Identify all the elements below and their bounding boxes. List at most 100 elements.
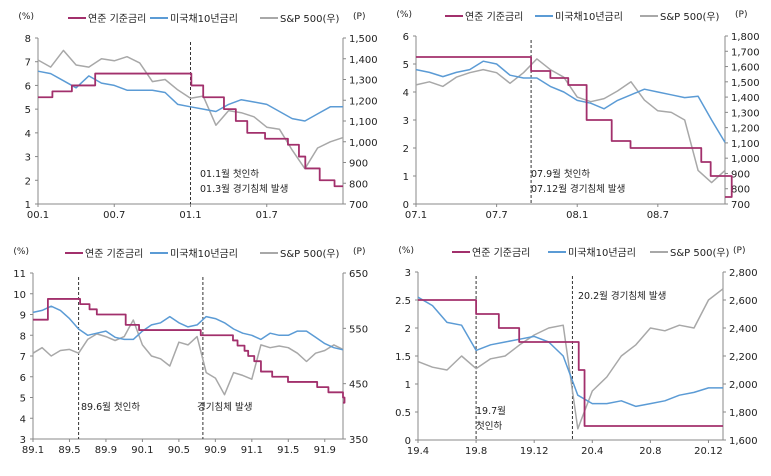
right-tick-label: 1,400 <box>349 55 378 66</box>
right-tick-label: 2,800 <box>729 268 758 279</box>
annotation-text: 20.2월 경기침체 발생 <box>578 290 666 302</box>
left-tick-label: 4 <box>20 414 26 425</box>
legend-label: S&P 500(우) <box>280 248 340 260</box>
treasury-10y-line <box>37 70 343 122</box>
x-tick-label: 91.1 <box>241 445 263 456</box>
x-tick-label: 07.1 <box>405 210 427 221</box>
legend-label: S&P 500(우) <box>660 11 720 23</box>
annotation-text: 07.9월 첫인하 <box>531 168 590 180</box>
x-tick-label: 20.12 <box>694 446 723 457</box>
left-tick-label: 4 <box>25 129 31 140</box>
x-tick-label: 00.1 <box>27 210 49 221</box>
right-tick-label: 2,200 <box>729 352 758 363</box>
chart-1: (%) (P) 1 2 3 4 5 6 7 8 700 800 900 1,000 1,100 1,200 1,… <box>18 12 377 221</box>
right-tick-label: 1,300 <box>731 108 760 119</box>
left-tick-label: 1 <box>403 172 409 183</box>
legend-label: S&P 500(우) <box>280 13 340 25</box>
x-tick-label: 20.8 <box>639 446 661 457</box>
x-tick-label: 01.1 <box>179 210 201 221</box>
left-tick-label: 11 <box>13 269 26 280</box>
right-axis-unit: (P) <box>353 247 365 257</box>
left-tick-label: 1 <box>25 200 31 211</box>
legend-label: 미국채10년금리 <box>555 11 623 23</box>
legend-label: 미국채10년금리 <box>170 13 238 25</box>
annotation-text: 07.12월 경기침체 발생 <box>531 183 625 195</box>
x-tick-label: 08.1 <box>566 210 588 221</box>
legend-label: 연준 기준금리 <box>85 248 143 260</box>
annotation-text: 89.6월 첫인하 <box>81 401 140 413</box>
x-tick-label: 20.4 <box>581 446 603 457</box>
legend-label: 연준 기준금리 <box>88 13 146 25</box>
left-tick-label: 2 <box>405 324 411 335</box>
right-tick-label: 700 <box>349 200 368 211</box>
legend-label: S&P 500(우) <box>670 247 730 259</box>
sp500-line <box>415 58 726 184</box>
fed-rate-line <box>418 299 723 427</box>
fed-rate-line <box>33 298 346 404</box>
annotation-text: 01.1월 첫인하 <box>200 168 259 180</box>
left-tick-label: 6 <box>20 373 26 384</box>
right-tick-label: 2,600 <box>729 296 758 307</box>
left-tick-label: 7 <box>25 58 31 69</box>
left-tick-label: 1 <box>405 380 411 391</box>
right-tick-label: 800 <box>731 185 750 196</box>
x-tick-label: 89.1 <box>22 445 44 456</box>
x-tick-label: 08.7 <box>647 210 669 221</box>
right-tick-label: 900 <box>731 169 750 180</box>
chart-2: (%) (P) 0 1 2 3 4 5 6 700 800 900 1,000 1,100 1,200 1,3… <box>396 10 759 221</box>
right-tick-label: 1,200 <box>349 96 378 107</box>
right-tick-label: 1,400 <box>731 93 760 104</box>
left-axis-unit: (%) <box>18 12 34 22</box>
left-tick-label: 2.5 <box>395 296 411 307</box>
treasury-10y-line <box>417 296 723 408</box>
right-tick-label: 1,300 <box>349 76 378 87</box>
legend-label: 연준 기준금리 <box>465 11 523 23</box>
left-tick-label: 0.5 <box>395 408 411 419</box>
x-tick-label: 07.7 <box>485 210 507 221</box>
treasury-10y-line <box>415 60 726 143</box>
left-tick-label: 0 <box>403 200 409 211</box>
left-tick-label: 5 <box>20 394 26 405</box>
right-axis-unit: (P) <box>353 12 365 22</box>
chart-4: (%) (P) 0 0.5 1 1.5 2 2.5 3 1,600 1,800 2,000 2,200 2… <box>395 246 758 457</box>
annotation-text: 첫인하 <box>476 420 502 432</box>
left-tick-label: 6 <box>25 81 31 92</box>
right-axis-unit: (P) <box>733 246 745 256</box>
x-tick-label: 89.5 <box>58 445 80 456</box>
x-tick-label: 19.4 <box>407 446 429 457</box>
right-tick-label: 450 <box>349 380 368 391</box>
x-tick-label: 19.8 <box>465 446 487 457</box>
left-tick-label: 8 <box>25 34 31 45</box>
right-tick-label: 1,200 <box>731 124 760 135</box>
right-tick-label: 1,000 <box>731 154 760 165</box>
left-tick-label: 9 <box>20 311 26 322</box>
right-tick-label: 1,700 <box>731 47 760 58</box>
sp500-line <box>37 49 344 170</box>
x-tick-label: 01.7 <box>256 210 278 221</box>
left-tick-label: 1.5 <box>395 352 411 363</box>
right-tick-label: 650 <box>349 269 368 280</box>
x-tick-label: 91.5 <box>277 445 299 456</box>
annotation-text: 19.7월 <box>476 405 506 417</box>
left-tick-label: 2 <box>403 144 409 155</box>
right-tick-label: 1,800 <box>731 32 760 43</box>
x-tick-label: 90.5 <box>168 445 190 456</box>
x-tick-label: 91.9 <box>314 445 336 456</box>
left-axis-unit: (%) <box>398 246 414 256</box>
legend-label: 미국채10년금리 <box>170 248 238 260</box>
x-tick-label: 89.9 <box>95 445 117 456</box>
left-tick-label: 2 <box>25 176 31 187</box>
annotation-text: 01.3월 경기침체 발생 <box>200 183 288 195</box>
sp500-line <box>417 288 724 430</box>
left-tick-label: 3 <box>20 435 26 446</box>
left-tick-label: 5 <box>25 105 31 116</box>
x-tick-label: 90.1 <box>131 445 153 456</box>
right-tick-label: 1,500 <box>731 78 760 89</box>
left-axis-unit: (%) <box>396 10 412 20</box>
treasury-10y-line <box>32 305 344 351</box>
left-tick-label: 10 <box>13 290 26 301</box>
left-tick-label: 6 <box>403 32 409 43</box>
left-tick-label: 4 <box>403 88 409 99</box>
left-tick-label: 7 <box>20 352 26 363</box>
right-axis-unit: (P) <box>735 10 747 20</box>
